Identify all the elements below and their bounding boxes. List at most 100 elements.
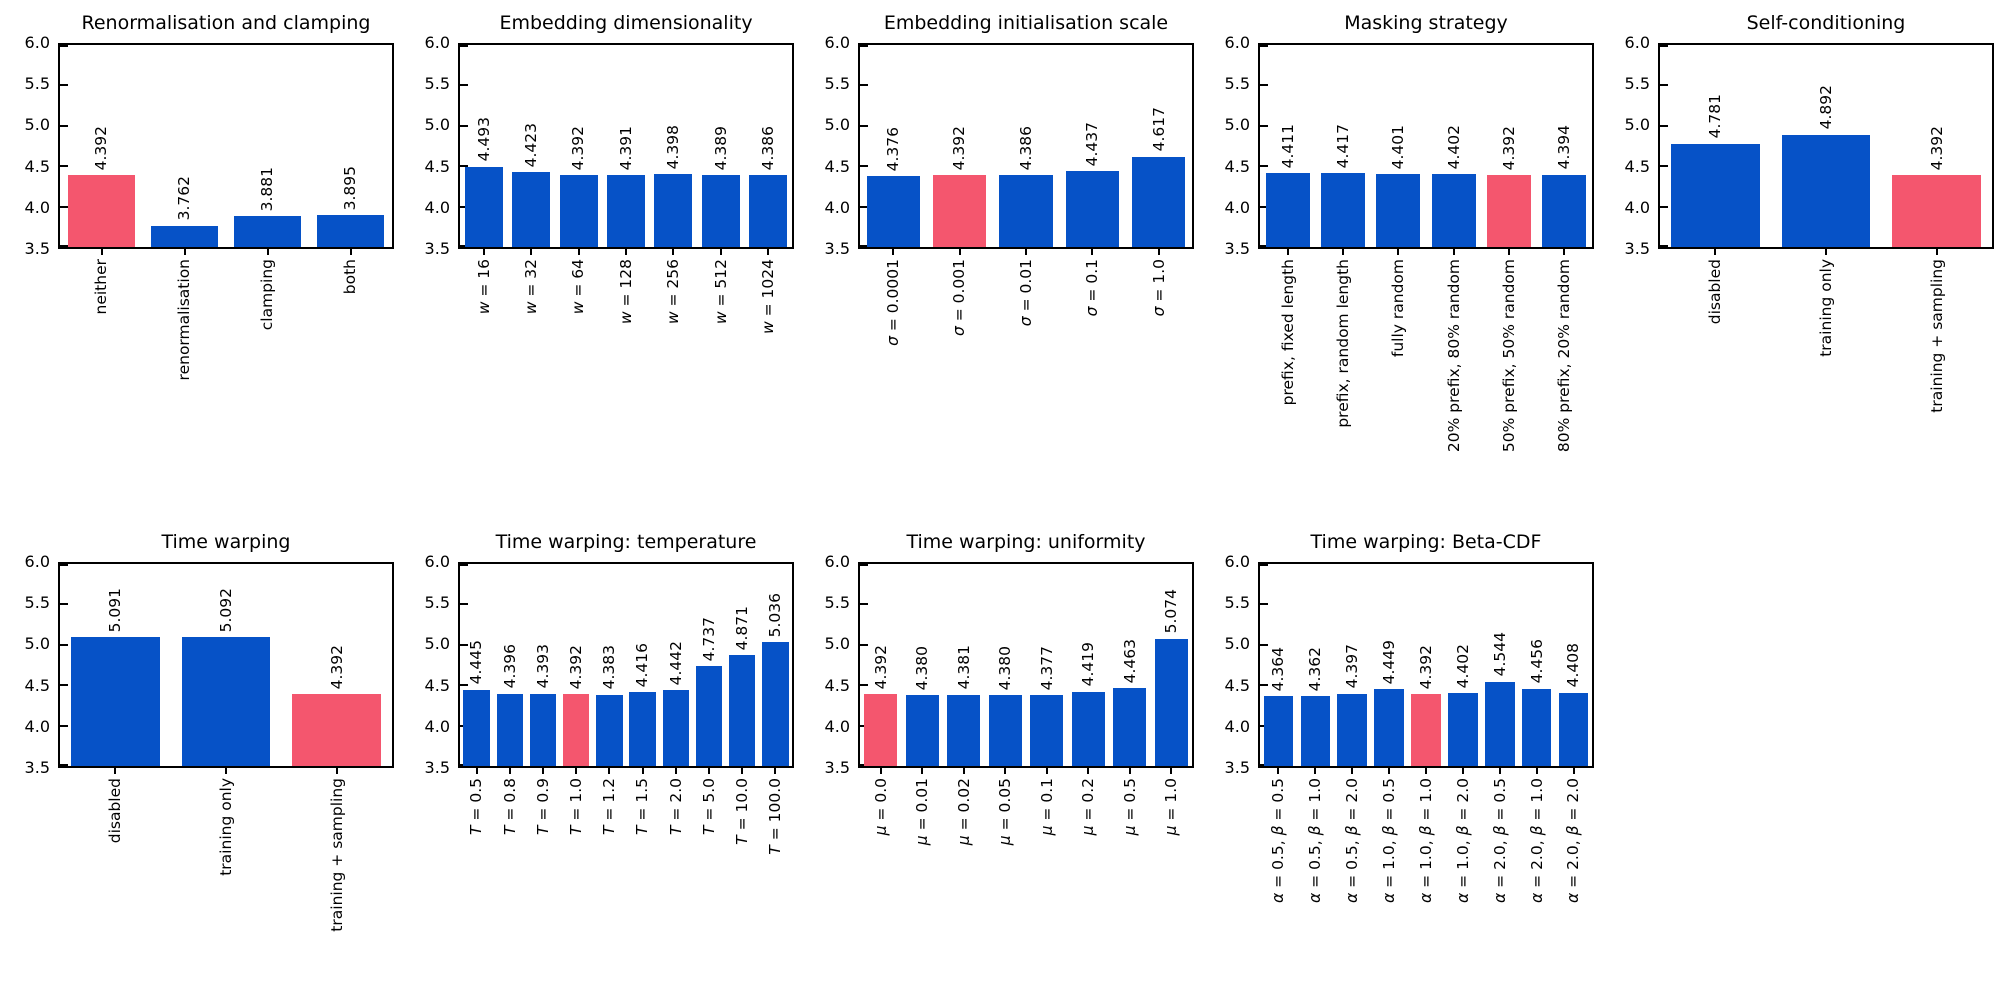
x-tick-mark [1342,249,1344,255]
x-tick-mark [266,249,269,255]
y-tick-mark [860,764,868,766]
plot-area: 4.376 4.392 4.386 4.437 4.617 [860,45,1192,247]
bar [1671,143,1760,247]
y-tick-label: 5.0 [824,634,850,654]
bar [695,666,723,766]
bar [1448,693,1478,766]
x-tick-label: renormalisation [175,259,194,381]
x-tick-mark [1277,768,1280,774]
y-tick-mark [460,165,468,168]
y-tick-mark [1660,45,1668,47]
x-tick-label: T = 10.0 [733,778,752,845]
bar-value-label: 4.392 [569,125,588,170]
y-tick-label: 4.5 [24,675,50,695]
y-tick-mark [860,684,868,687]
x-tick-label: α = 2.0, β = 1.0 [1527,778,1546,903]
bar-value-label: 4.392 [1499,125,1518,170]
bar-value-label: 4.401 [1389,124,1408,170]
x-tick-mark [1425,768,1427,774]
x-tick-label: σ = 0.1 [1083,259,1102,317]
y-tick-mark [860,205,868,208]
x-tick-label: μ = 0.1 [1037,778,1056,836]
x-tick-label: w = 1024 [759,259,778,334]
bar-value-label: 4.392 [1416,644,1435,689]
bar-value-label: 4.449 [1379,639,1398,685]
x-tick-mark [1508,249,1510,255]
y-tick-label: 3.5 [424,758,450,777]
chart-title: Time warping [161,531,291,553]
y-tick-label: 5.5 [424,74,450,94]
bar [71,637,160,766]
y-tick-mark [460,603,468,606]
bar [464,166,503,247]
x-tick-label: prefix, fixed length [1278,259,1297,406]
x-tick-label: σ = 0.0001 [884,259,903,346]
x-tick-label: μ = 0.2 [1079,778,1098,836]
y-tick-mark [460,205,468,208]
y-tick-label: 4.0 [1224,716,1250,736]
bar-value-label: 3.762 [175,176,194,221]
bar-value-label: 4.381 [954,645,973,690]
y-tick-mark [1260,124,1268,127]
y-tick-label: 6.0 [424,552,450,571]
bar [234,216,301,247]
bar [1154,638,1188,766]
y-tick-label: 5.0 [424,115,450,135]
bar [1132,156,1186,247]
y-tick-label: 5.5 [24,74,50,94]
y-tick-label: 6.0 [824,552,850,571]
bar-value-label: 4.402 [1444,124,1463,170]
bar-value-label: 4.392 [1927,125,1946,170]
bar [749,175,788,247]
y-tick-label: 5.5 [424,593,450,613]
bar-value-label: 4.617 [1149,107,1168,152]
bar-value-label: 4.402 [1453,643,1472,689]
x-tick-mark [1714,249,1717,255]
bar-value-label: 4.392 [327,644,346,689]
y-tick-mark [60,245,68,247]
x-tick-label: σ = 1.0 [1149,259,1168,317]
chart-title: Embedding initialisation scale [883,12,1169,34]
bar-value-label: 4.386 [759,126,778,171]
chart-embedding-initialisation-scale: Embedding initialisation scale 4.376 4.392… [800,3,1200,475]
y-tick-mark [1260,603,1268,606]
bar [151,225,218,247]
y-tick-label: 6.0 [1224,552,1250,571]
y-tick-mark [60,564,68,566]
x-tick-mark [1351,768,1354,774]
bar [317,215,384,247]
y-tick-mark [860,643,868,646]
bar-value-label: 4.392 [92,125,111,170]
y-tick-label: 6.0 [1624,33,1650,52]
bar-value-label: 4.394 [1555,125,1574,170]
y-tick-mark [860,564,868,566]
chart-title: Embedding dimensionality [499,12,753,34]
bar [662,689,690,766]
chart-time-warping: Time warping 5.091 5.092 4.392 6.0 5.5 5.0 4.5 4… [0,522,400,994]
bar-value-label: 4.423 [522,123,540,168]
y-tick-label: 4.0 [24,197,50,217]
x-tick-mark [608,768,611,774]
x-tick-label: training + sampling [1927,259,1946,413]
x-tick-label: w = 32 [522,259,540,315]
y-tick-label: 6.0 [824,33,850,52]
bar [905,694,939,766]
y-tick-label: 5.5 [1224,74,1250,94]
x-tick-mark [530,249,533,255]
x-tick-mark [1157,249,1160,255]
y-tick-label: 3.5 [24,239,50,258]
y-tick-label: 4.5 [1624,156,1650,176]
x-tick-label: α = 2.0, β = 0.5 [1490,778,1509,903]
x-tick-label: α = 1.0, β = 0.5 [1379,778,1398,903]
y-tick-mark [60,643,68,646]
bar-value-label: 4.362 [1306,646,1325,692]
y-tick-mark [1260,165,1268,168]
y-tick-label: 5.0 [824,115,850,135]
x-tick-mark [1935,249,1938,255]
x-tick-mark [335,768,338,774]
bar-value-label: 4.408 [1564,643,1583,688]
y-tick-mark [860,603,868,606]
plot-area: 4.445 4.396 4.393 4.392 4.383 4.416 4.442 4.737… [460,564,792,766]
bar [1337,693,1367,766]
y-tick-mark [860,165,868,168]
